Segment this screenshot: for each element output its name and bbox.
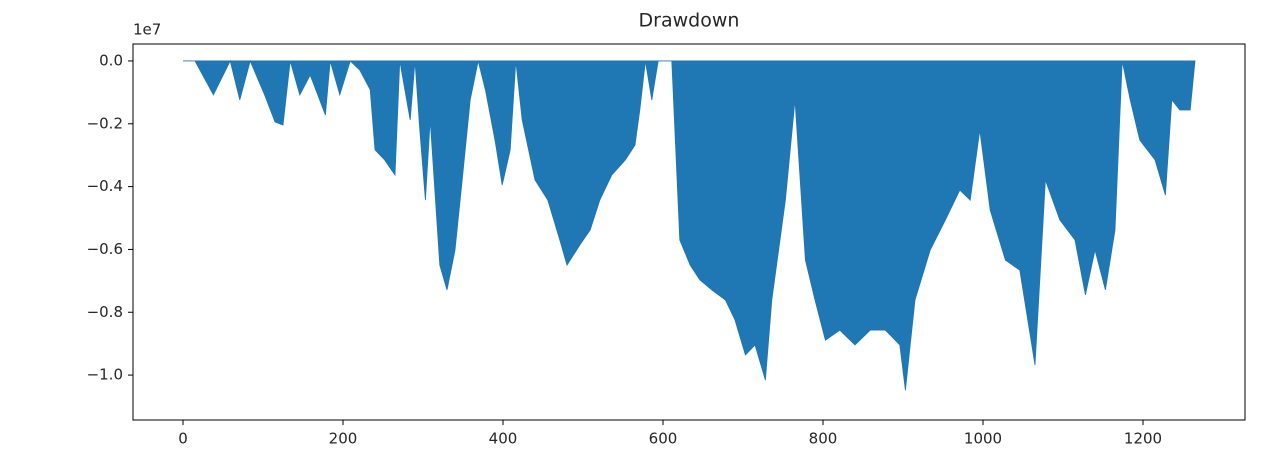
offset-label: 1e7 bbox=[133, 21, 161, 39]
y-tick-label: 0.0 bbox=[99, 51, 123, 69]
chart-title: Drawdown bbox=[639, 10, 740, 32]
x-tick-label: 800 bbox=[809, 430, 838, 448]
x-tick-label: 1200 bbox=[1124, 430, 1162, 448]
y-tick-label: −0.8 bbox=[87, 303, 123, 321]
x-tick-label: 600 bbox=[649, 430, 678, 448]
y-tick-label: −0.4 bbox=[87, 177, 123, 195]
y-tick-label: −1.0 bbox=[87, 366, 123, 384]
y-tick-label: −0.6 bbox=[87, 240, 123, 258]
plot-frame bbox=[132, 43, 1246, 421]
x-tick-label: 0 bbox=[178, 430, 188, 448]
area bbox=[183, 59, 1196, 391]
x-tick-label: 1000 bbox=[964, 430, 1002, 448]
y-tick-label: −0.2 bbox=[87, 114, 123, 132]
x-tick-label: 200 bbox=[329, 430, 358, 448]
x-tick-label: 400 bbox=[489, 430, 518, 448]
